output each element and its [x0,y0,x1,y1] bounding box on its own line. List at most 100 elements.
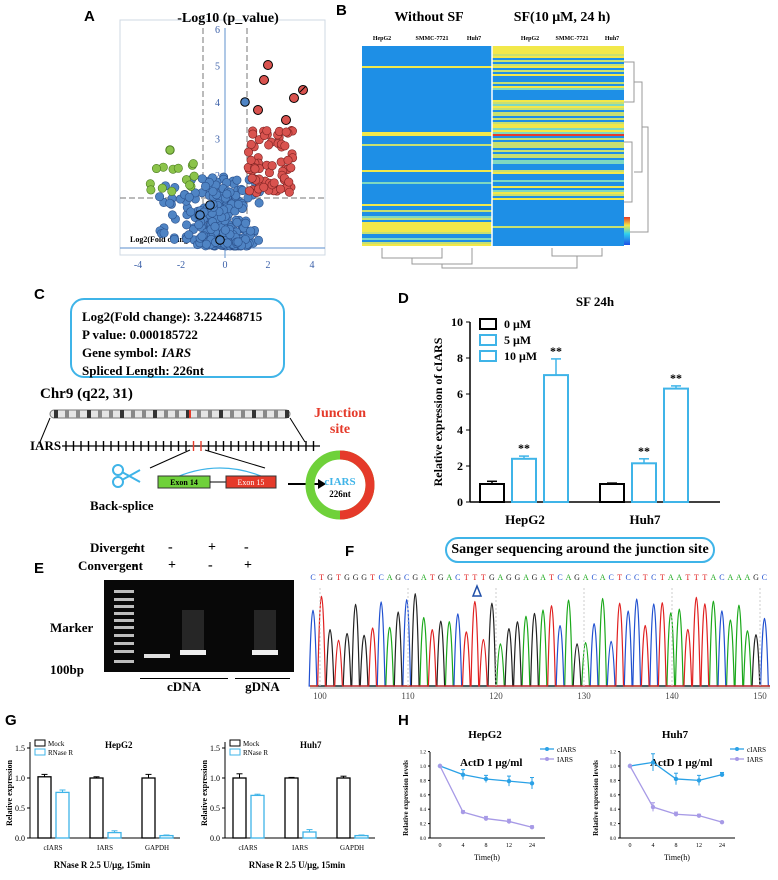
chart-d-ytick-label: 4 [457,423,463,437]
volcano-point-up [244,186,254,196]
heatmap-row [492,198,624,200]
ideogram-band [65,410,69,418]
ideogram-band [219,410,223,418]
chart-h-xtick-label: 0 [629,843,632,849]
chart-g-bar [159,834,174,839]
volcano-point-up [248,129,258,139]
exon-15-label: Exon 15 [238,478,265,487]
volcano-y-tick: 5 [215,62,220,73]
chart-g-bar [141,777,156,839]
chart-h-ytick-label: 0.8 [420,779,427,784]
volcano-points [145,60,308,251]
sanger-base: G [574,573,580,582]
scissors-icon [112,464,141,488]
chart-g-ytick-label: 0.0 [15,834,25,843]
heatmap-row [492,100,624,102]
volcano-point-down [185,180,195,190]
volcano-point-up [269,178,279,188]
chart-g-ytick-label: 1.0 [210,774,220,783]
heatmap-row [492,162,624,164]
heatmap-row [492,108,624,110]
volcano-x-tick: 2 [266,260,271,271]
chart-h-point [529,825,535,830]
exon-14-label: Exon 14 [170,478,198,487]
chart-d-ytick-label: 6 [457,387,463,401]
chart-h-ylabel: Relative expression levels [592,760,600,836]
volcano-point-ns [208,186,218,196]
volcano-point-up [244,147,254,157]
sanger-base: C [762,573,767,582]
sanger-base: G [327,573,333,582]
heatmap-row [492,226,624,228]
gel-marker-band [114,660,134,663]
volcano-point-up [259,75,269,85]
sanger-base: T [685,573,690,582]
chart-d-legend-label: 0 μM [504,317,531,331]
sanger-tick-label: 110 [401,691,415,701]
volcano-point-ns [220,225,230,235]
chart-g-legend-swatch [34,748,46,756]
volcano-point-ns [155,192,165,202]
volcano-point-up [275,184,285,194]
heatmap-row [492,74,624,76]
volcano-xlabel: Log2(Fold change) [130,235,195,244]
volcano-point-down [189,171,199,181]
sanger-base: T [702,573,707,582]
info-line-pvalue: P value: 0.000185722 [82,327,198,342]
heatmap-row [492,126,624,128]
sanger-base: T [336,573,341,582]
gel-marker-band [114,650,134,653]
chart-d: SF 24h Relative expression of cIARS 0 2 4 6… [431,294,720,527]
chart-h-title: HepG2 [468,729,502,741]
sanger-base: G [532,573,538,582]
sanger-base: A [668,573,674,582]
heatmap-row [362,132,492,134]
heatmap-row [362,204,492,206]
heatmap-row [492,172,624,174]
chart-g-bar [302,831,317,839]
convergent-sign: - [132,558,137,573]
sanger-base: A [710,573,716,582]
heatmap-row [492,144,624,146]
chart-h: HepG2 ActD 1 μg/ml Relative expression lev… [402,729,766,862]
junction-label: Junction [314,406,366,421]
heatmap-row [492,122,624,124]
volcano-point-ns [197,174,207,184]
volcano-point-up [250,164,260,174]
volcano-point-down [146,185,156,195]
volcano-point-ns [241,218,251,228]
chart-g-bar [232,777,247,839]
panel-label-h: H [398,712,409,729]
volcano-point-up [289,93,299,103]
heatmap-row [492,192,624,194]
heatmap-row [492,190,624,192]
marker-label: Marker [50,620,94,635]
volcano-point-ns [159,228,169,238]
volcano-x-tick: -4 [134,260,142,271]
volcano-point-up [263,60,273,70]
site-label: site [330,422,350,437]
sanger-base: C [719,573,724,582]
convergent-sign: + [168,558,176,573]
chart-h-xlabel: Time(h) [474,853,500,862]
chart-g-legend-swatch [34,739,46,747]
gel-marker-band [114,619,134,622]
sanger-base: C [634,573,639,582]
volcano-y-tick: 4 [215,98,220,109]
chart-h-ytick-label: 0.6 [420,794,427,799]
chart-h-legend-marker [545,747,549,751]
chart-h-point [529,781,535,786]
chart-g-bar [284,777,299,839]
gel-band [180,650,206,655]
volcano-point-ns [240,97,250,107]
sanger-title-box: Sanger sequencing around the junction si… [445,537,715,563]
chart-h-ytick-label: 1.2 [610,751,617,756]
gel-panel: Divergent Convergent + - + - - + - + Marker 100… [50,540,330,700]
chart-g-legend-swatch [229,748,241,756]
ideogram-band [175,410,179,418]
gdna-label: gDNA [235,678,290,695]
heatmap-row [492,180,624,182]
volcano-point-ns [254,198,264,208]
sanger-base: A [387,573,393,582]
